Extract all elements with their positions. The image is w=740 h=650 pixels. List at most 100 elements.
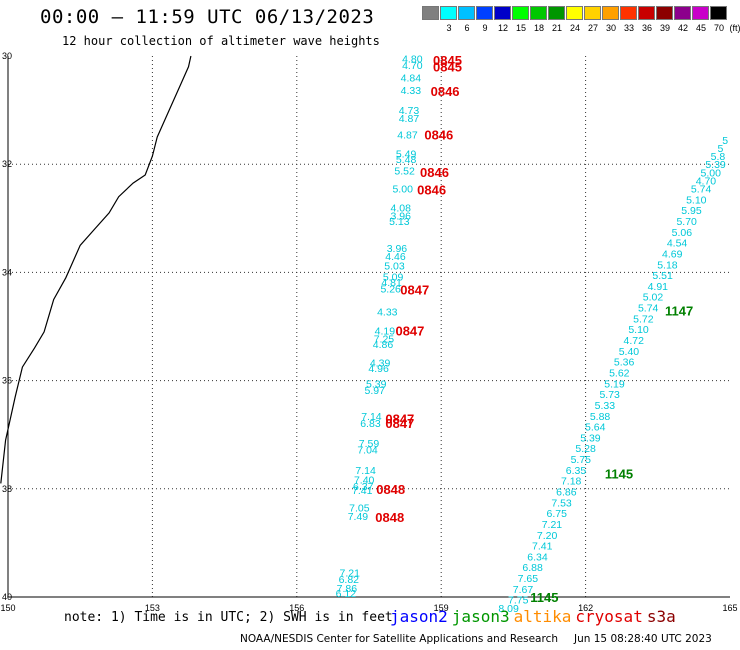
- wave-height-value: 4.33: [377, 306, 398, 318]
- wave-height-value: 6.82: [339, 574, 360, 586]
- wave-height-value: 5.39: [580, 432, 601, 444]
- generated-timestamp: Jun 15 08:28:40 UTC 2023: [574, 633, 712, 645]
- wave-height-value: 7.20: [537, 530, 558, 542]
- colorbar-swatch: [530, 6, 547, 20]
- lat-tick-label: 40: [2, 592, 12, 602]
- colorbar-swatch: [692, 6, 709, 20]
- lat-tick-label: 36: [2, 376, 12, 386]
- wave-height-value: 7.04: [357, 444, 378, 456]
- wave-height-value: 6.83: [360, 418, 381, 430]
- wave-height-value: 5.88: [590, 411, 611, 423]
- lat-tick-label: 34: [2, 267, 12, 277]
- colorbar-label: 70: [713, 23, 724, 33]
- wave-height-value: 4.19: [375, 325, 396, 337]
- colorbar-swatch: [584, 6, 601, 20]
- wave-height-value: 7.67: [513, 584, 534, 596]
- wave-height-value: 5.33: [595, 400, 616, 412]
- pass-time-label: 0847: [385, 416, 414, 431]
- wave-height-value: 5.39: [366, 378, 387, 390]
- wave-height-value: 7.86: [337, 583, 358, 595]
- wave-height-value: 4.70: [696, 175, 717, 187]
- lon-tick-label: 156: [289, 603, 304, 613]
- wave-height-value: 5.00: [392, 184, 413, 196]
- wave-height-value: 6.88: [522, 562, 543, 574]
- wave-height-value: 4.70: [402, 60, 423, 72]
- wave-height-value: 5.06: [672, 227, 693, 239]
- wave-height-value: 4.69: [662, 248, 683, 260]
- wave-height-value: 5.13: [389, 216, 410, 228]
- legend-altika: altika: [513, 607, 572, 626]
- colorbar-swatch: [476, 6, 493, 20]
- lon-tick-label: 165: [722, 603, 737, 613]
- pass-time-label: 0845: [433, 59, 462, 74]
- colorbar-label: 33: [623, 23, 634, 33]
- wave-height-value: 4.33: [401, 85, 422, 97]
- colorbar-swatch: [548, 6, 565, 20]
- wave-height-value: 7.21: [340, 568, 361, 580]
- wave-height-value: 5.10: [686, 194, 707, 206]
- axis-ticks: 150 153 156 159 162 165 30 32 34 36 38 40: [0, 51, 737, 613]
- wave-height-value: 4.54: [667, 238, 688, 250]
- colorbar-swatch: [566, 6, 583, 20]
- wave-height-value: 5.64: [585, 422, 606, 434]
- wave-height-value: 6.75: [547, 508, 568, 520]
- lon-tick-label: 153: [145, 603, 160, 613]
- wave-height-value: 5.74: [638, 303, 659, 315]
- pass-time-label: 0846: [431, 84, 460, 99]
- colorbar-label: 9: [482, 23, 488, 33]
- pass-time-label: 0848: [376, 482, 405, 497]
- wave-height-value: 5.70: [676, 216, 697, 228]
- pass-time-label: 0847: [400, 283, 429, 298]
- wave-height-value: 5.72: [633, 313, 654, 325]
- map-frame: [7, 56, 730, 598]
- wave-height-value: 4.87: [399, 113, 420, 125]
- colorbar-label: 42: [677, 23, 688, 33]
- lat-tick-label: 38: [2, 484, 12, 494]
- pass-time-labels: 0845084508460846084608460847084708470847…: [375, 53, 693, 605]
- lat-tick-label: 30: [2, 51, 12, 61]
- wave-height-value: 5.19: [604, 378, 625, 390]
- wave-height-value: 5.62: [609, 367, 630, 379]
- colorbar-label: 45: [695, 23, 706, 33]
- wave-height-value: 5.39: [705, 159, 726, 171]
- wave-height-value: 6.34: [527, 551, 548, 563]
- wave-height-value: 4.91: [648, 281, 669, 293]
- pass-time-label: 1147: [665, 303, 693, 318]
- wave-height-value: 6.86: [556, 487, 577, 499]
- colorbar-swatch: [602, 6, 619, 20]
- wave-height-value: 7.21: [542, 519, 563, 531]
- wave-height-value: 5.40: [619, 346, 640, 358]
- wave-height-value: 5.74: [691, 184, 712, 196]
- map-title: 00:00 – 11:59 UTC 06/13/2023: [40, 6, 375, 28]
- wave-height-value: 7.25: [374, 333, 395, 345]
- lat-tick-label: 32: [2, 159, 12, 169]
- wave-height-value: 4.81: [381, 277, 402, 289]
- graticule: [8, 56, 730, 597]
- wave-height-value: 5.48: [396, 154, 417, 166]
- wave-height-value: 5.00: [701, 167, 722, 179]
- wave-height-value: 5.8: [711, 151, 726, 163]
- pass-time-label: 0846: [424, 127, 453, 142]
- colorbar-swatch: [710, 6, 727, 20]
- lon-tick-label: 150: [0, 603, 15, 613]
- wave-height-value: 7.65: [518, 573, 539, 585]
- wave-height-value: 4.86: [373, 339, 394, 351]
- colorbar-label: 6: [464, 23, 470, 33]
- wave-height-value: 5.02: [643, 292, 664, 304]
- wave-height-value: 7.53: [551, 497, 572, 509]
- wave-height-value: 5: [722, 135, 728, 147]
- wave-height-value: 5.09: [383, 272, 404, 284]
- pass-time-label: 1145: [605, 467, 633, 482]
- wave-height-value: 7.41: [352, 485, 373, 497]
- wave-height-value: 5.52: [394, 166, 415, 178]
- legend-cryosat: cryosat: [575, 607, 643, 626]
- wave-height-value: 4.46: [385, 251, 406, 263]
- colorbar-swatch: [422, 6, 439, 20]
- wave-height-value: 6.37: [353, 481, 374, 493]
- colorbar-swatch: [674, 6, 691, 20]
- wave-height-value: 7.40: [354, 475, 375, 487]
- wave-height-value: 7.41: [532, 541, 553, 553]
- wave-height-value: 6.12: [336, 588, 357, 600]
- colorbar-swatch: [620, 6, 637, 20]
